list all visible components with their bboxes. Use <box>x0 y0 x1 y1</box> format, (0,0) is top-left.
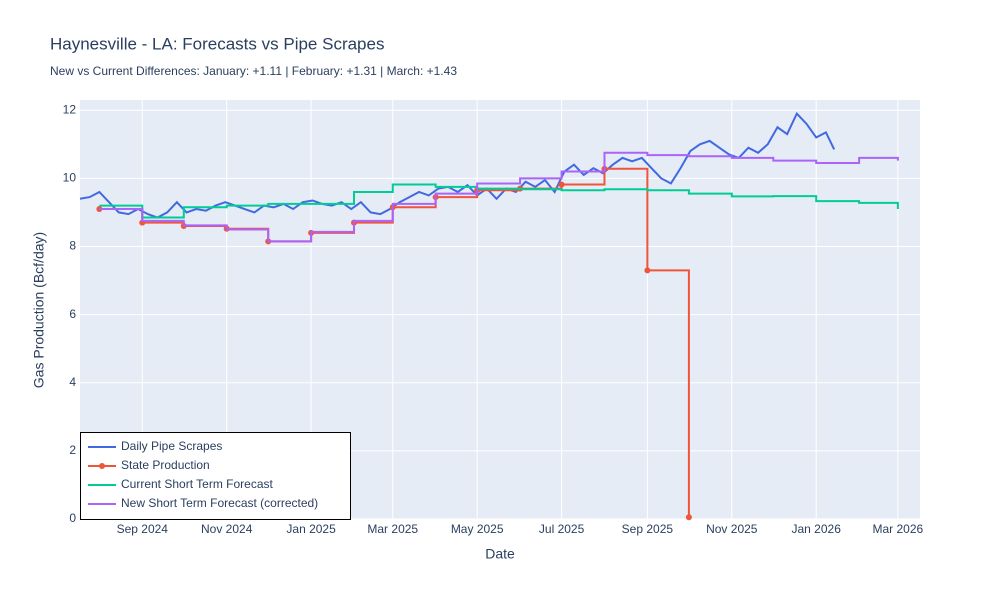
x-tick-label: Sep 2024 <box>117 522 169 536</box>
y-tick-label: 10 <box>63 171 77 185</box>
y-tick-label: 6 <box>69 307 76 321</box>
y-tick-label: 0 <box>69 511 76 525</box>
y-axis-title: Gas Production (Bcf/day) <box>31 232 47 388</box>
data-point <box>685 514 692 521</box>
legend-label: State Production <box>121 458 210 472</box>
x-tick-label: Nov 2024 <box>201 522 253 536</box>
x-tick-label: Sep 2025 <box>622 522 674 536</box>
y-tick-label: 2 <box>69 443 76 457</box>
x-tick-label: Mar 2026 <box>873 522 924 536</box>
legend-box <box>80 432 351 520</box>
legend-label: New Short Term Forecast (corrected) <box>121 496 318 510</box>
chart-subtitle: New vs Current Differences: January: +1.… <box>50 64 457 78</box>
legend-label: Current Short Term Forecast <box>121 477 273 491</box>
x-axis-title: Date <box>485 546 515 562</box>
grid: 0 2 4 6 8 10 12 Sep 2024 Nov 2024 Jan 2025 Mar 202… <box>63 100 924 536</box>
legend-label: Daily Pipe Scrapes <box>121 439 222 453</box>
x-tick-label: Jan 2026 <box>792 522 842 536</box>
series-layer <box>79 111 899 521</box>
y-tick-label: 8 <box>69 239 76 253</box>
x-tick-label: Nov 2025 <box>706 522 758 536</box>
x-tick-label: Jan 2025 <box>286 522 336 536</box>
series-line <box>99 151 899 243</box>
y-tick-label: 4 <box>69 375 76 389</box>
data-point <box>558 181 565 188</box>
x-tick-label: May 2025 <box>451 522 504 536</box>
x-tick-label: Mar 2025 <box>367 522 418 536</box>
series-line <box>99 183 899 219</box>
y-tick-label: 12 <box>63 102 77 116</box>
chart-title: Haynesville - LA: Forecasts vs Pipe Scra… <box>50 34 384 53</box>
data-point <box>644 267 651 274</box>
series-line <box>79 111 836 219</box>
legend: Daily Pipe Scrapes State Production Curren… <box>80 432 351 520</box>
x-tick-label: Jul 2025 <box>539 522 585 536</box>
legend-marker <box>99 463 105 469</box>
